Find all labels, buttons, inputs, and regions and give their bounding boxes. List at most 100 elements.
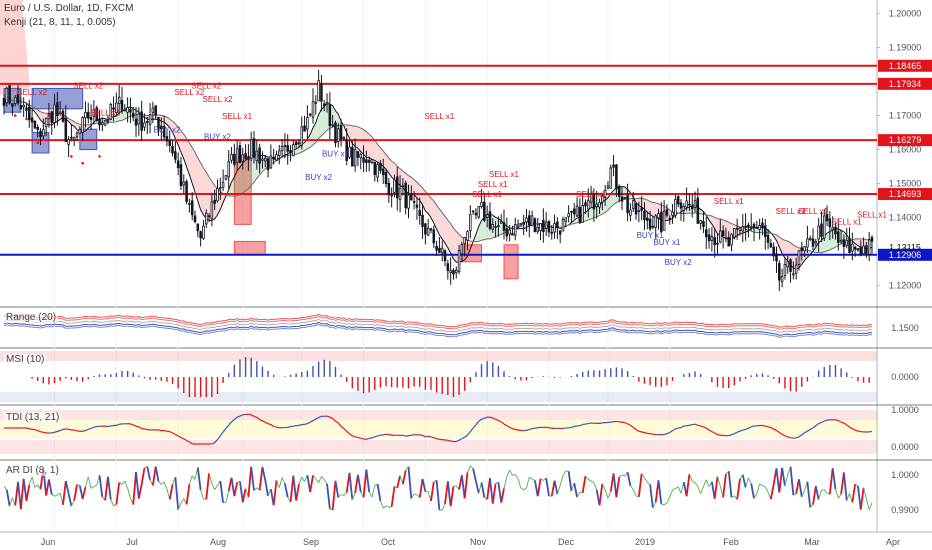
tdi-line-segment — [857, 430, 861, 433]
candle-body — [471, 210, 475, 213]
candle-body — [727, 237, 731, 247]
candle-body — [825, 213, 829, 222]
kenji-slow-line — [3, 96, 873, 254]
candle-body — [233, 153, 236, 165]
buy-signal-label: BUY x1 — [322, 149, 350, 158]
candle-body — [595, 203, 598, 208]
candle-body — [544, 221, 548, 229]
signal-dot — [98, 155, 101, 158]
cloud-segment — [596, 205, 600, 217]
tdi-line-segment — [40, 431, 44, 433]
cloud-segment — [588, 207, 592, 220]
candle-body — [238, 145, 242, 164]
ardi-line-segment — [233, 482, 239, 497]
tdi-line-segment — [135, 425, 140, 428]
cloud-segment — [467, 240, 471, 257]
candle-body — [598, 201, 601, 208]
tdi-line-segment — [807, 429, 811, 432]
tdi-line-segment — [411, 434, 415, 436]
ardi-line-segment — [135, 471, 140, 499]
ardi-line-segment — [809, 504, 814, 508]
candle-body — [735, 227, 739, 230]
sell-signal-label: SELL x1 — [222, 112, 252, 121]
cloud-segment — [152, 114, 156, 120]
signal-dot — [81, 161, 84, 165]
tdi-line-segment — [133, 424, 137, 427]
tdi-line-segment — [537, 426, 541, 429]
candle-body — [513, 224, 517, 236]
candle-body — [376, 164, 379, 178]
cloud-segment — [380, 147, 384, 167]
ardi-line-segment — [529, 476, 533, 480]
cloud-segment — [195, 152, 198, 201]
symbol-legend[interactable]: Euro / U.S. Dollar, 1D, FXCM — [4, 3, 134, 14]
time-axis-label: Oct — [381, 537, 396, 547]
candle-body — [702, 221, 705, 227]
tdi-line-segment — [621, 421, 625, 424]
study-legend[interactable]: Kenji (21, 8, 11, 1, 0.005) — [4, 17, 116, 28]
tdi-line-segment — [467, 431, 471, 436]
signal-zone-box — [233, 240, 266, 256]
tdi-line-segment — [315, 416, 319, 420]
buy-signal-label: BUY x1 — [637, 231, 665, 240]
candle-body — [822, 215, 826, 239]
ardi-line-segment — [818, 490, 822, 500]
ardi-line-segment — [98, 475, 104, 498]
ardi-line-segment — [598, 483, 604, 506]
tdi-line-segment — [175, 433, 179, 437]
tdi-line-segment — [163, 430, 168, 432]
tdi-line-segment — [264, 421, 269, 425]
candle-body — [143, 122, 146, 128]
ardi-line-segment — [567, 471, 573, 492]
candle-body — [28, 106, 31, 121]
range-pane: 1.1500 — [3, 313, 919, 338]
cloud-segment — [237, 167, 240, 196]
candle-body — [241, 154, 245, 162]
msi-pane-label[interactable]: MSI (10) — [4, 354, 47, 365]
cloud-segment — [391, 161, 395, 180]
ardi-pane-label[interactable]: AR DI (8, 1) — [4, 465, 61, 476]
candle-body — [56, 102, 59, 117]
candle-body — [64, 117, 68, 142]
tdi-line-segment — [74, 429, 78, 432]
candle-body — [283, 145, 287, 147]
cloud-segment — [829, 230, 833, 250]
ardi-line-segment — [621, 474, 625, 477]
tdi-line-segment — [644, 432, 648, 435]
cloud-segment — [346, 124, 350, 139]
ardi-line-segment — [321, 476, 325, 480]
sell-signal-label: SELL x1 — [90, 109, 120, 118]
candle-body — [856, 248, 860, 251]
ardi-line-segment — [407, 466, 413, 499]
candle-body — [204, 212, 208, 225]
tdi-pane-label[interactable]: TDI (13, 21) — [4, 412, 62, 423]
candle-body — [707, 234, 711, 242]
price-tick-label: 1.12000 — [889, 281, 922, 291]
candle-body — [398, 187, 402, 201]
ardi-line-segment — [868, 502, 873, 510]
candle-body — [730, 233, 733, 246]
range-pane-label[interactable]: Range (20) — [4, 312, 59, 323]
cloud-segment — [197, 157, 201, 210]
tdi-line-segment — [843, 422, 848, 426]
candle-body — [853, 246, 857, 250]
tdi-line-segment — [130, 423, 134, 426]
candle-body — [629, 209, 632, 216]
tdi-line-segment — [599, 422, 603, 425]
candle-body — [190, 200, 194, 216]
ardi-line-segment — [326, 483, 331, 509]
tdi-line-segment — [293, 425, 297, 427]
candle-body — [516, 225, 520, 228]
ardi-line-segment — [298, 476, 303, 485]
tdi-line-segment — [116, 423, 120, 426]
candle-body — [117, 96, 121, 105]
candle-body — [688, 203, 691, 206]
buy-signal-label: BUY x2 — [665, 258, 693, 267]
tdi-line-segment — [270, 424, 275, 428]
price-level-badge — [878, 59, 932, 72]
candle-body — [460, 244, 464, 255]
ardi-line-segment — [337, 494, 342, 498]
tdi-line-segment — [419, 434, 423, 437]
